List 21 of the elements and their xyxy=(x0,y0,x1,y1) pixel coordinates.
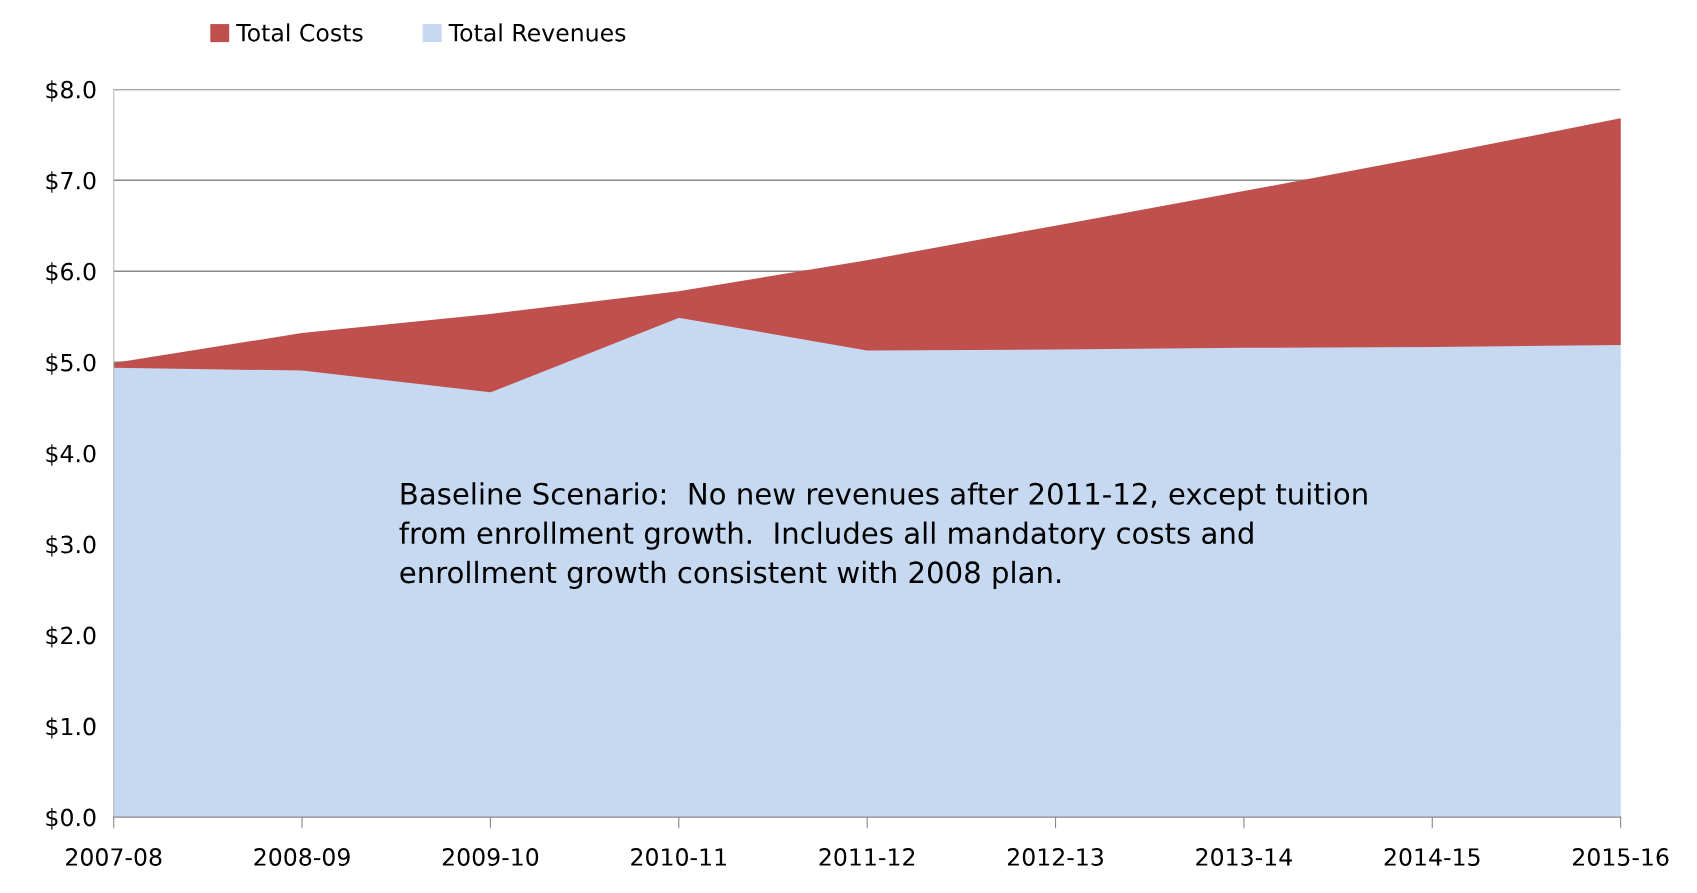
x-tick-label: 2012-13 xyxy=(1007,848,1103,866)
x-tick-label: 2011-12 xyxy=(819,848,915,866)
legend-label: Total Revenues xyxy=(448,23,626,42)
y-tick-label: $2.0 xyxy=(46,626,96,648)
y-tick-label: $8.0 xyxy=(46,80,96,102)
x-tick-label: 2008-09 xyxy=(254,848,350,866)
x-tick-label: 2007-08 xyxy=(66,848,162,866)
x-tick-label: 2009-10 xyxy=(442,848,539,866)
x-tick-label: 2013-14 xyxy=(1196,848,1292,866)
y-tick-label: $5.0 xyxy=(46,353,96,375)
legend-label: Total Costs xyxy=(236,23,363,42)
y-tick-label: $6.0 xyxy=(46,262,96,284)
y-tick-label: $1.0 xyxy=(46,717,96,739)
y-tick-label: $0.0 xyxy=(46,808,96,830)
x-tick-label: 2010-11 xyxy=(631,848,726,866)
y-tick-label: $3.0 xyxy=(46,535,96,557)
y-tick-label: $4.0 xyxy=(46,444,96,466)
y-tick-label: $7.0 xyxy=(46,171,96,193)
x-tick-label: 2014-15 xyxy=(1384,848,1480,866)
x-tick-label: 2015-16 xyxy=(1573,848,1669,866)
annotation: Baseline Scenario: No new revenues after 2011-12, except tuition from enrollment growth. Includes all mandatory costs and enrollment growth consistent with 2008 plan. xyxy=(399,482,1367,590)
